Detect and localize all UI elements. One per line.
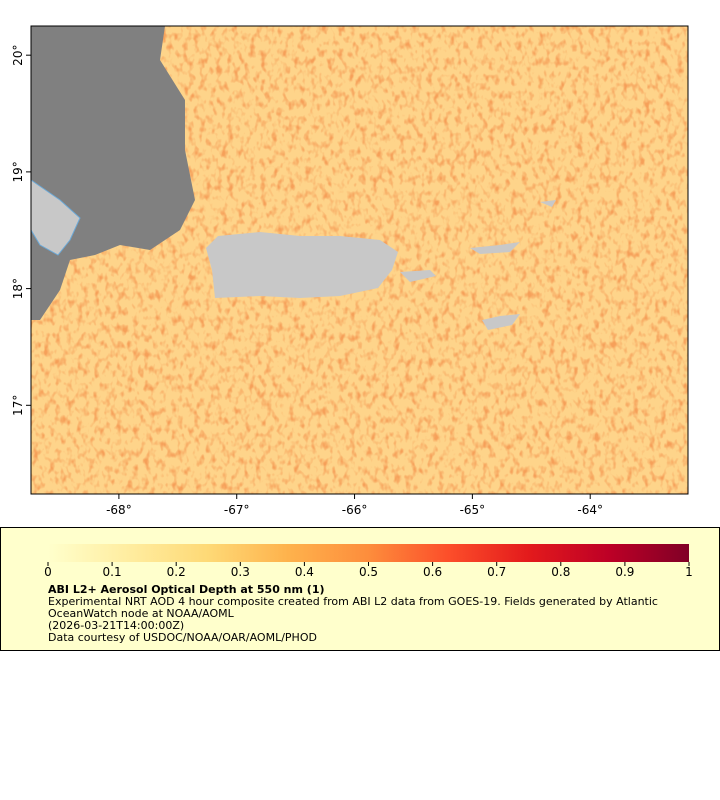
x-tick-label: -68° <box>106 503 132 517</box>
colorbar-tick-label: 0.3 <box>231 565 250 579</box>
land <box>400 270 436 282</box>
colorbar-tick-label: 0.5 <box>359 565 378 579</box>
legend-credit: Data courtesy of USDOC/NOAA/OAR/AOML/PHO… <box>48 631 317 644</box>
legend-title: ABI L2+ Aerosol Optical Depth at 550 nm … <box>48 583 325 596</box>
x-tick-label: -65° <box>460 503 486 517</box>
land <box>470 242 520 254</box>
y-tick-label: 19° <box>11 161 25 182</box>
colorbar-tick-label: 0 <box>44 565 52 579</box>
map-frame <box>30 25 689 495</box>
colorbar-tick-label: 0.8 <box>551 565 570 579</box>
no-data-area <box>31 26 195 320</box>
map: -68° -67° -66° -65° -64° 17° 18° 19° 20° <box>11 25 689 517</box>
land <box>30 179 81 256</box>
y-tick-label: 17° <box>11 395 25 416</box>
land <box>482 314 520 330</box>
legend-description: Experimental NRT AOD 4 hour composite cr… <box>48 595 658 620</box>
legend-date: (2026-03-21T14:00:00Z) <box>48 619 185 632</box>
colorbar-tick-label: 0.1 <box>103 565 122 579</box>
y-tick-label: 18° <box>11 278 25 299</box>
colorbar-tick-label: 0.9 <box>615 565 634 579</box>
land <box>540 200 556 207</box>
colorbar-tick-label: 0.7 <box>487 565 506 579</box>
legend: 0 0.1 0.2 0.3 0.4 0.5 0.6 0.7 0.8 0.9 1 ABI L2+ Ae… <box>0 527 720 651</box>
land <box>206 232 398 298</box>
x-tick-label: -66° <box>342 503 368 517</box>
colorbar: 0 0.1 0.2 0.3 0.4 0.5 0.6 0.7 0.8 0.9 1 <box>44 544 693 579</box>
colorbar-tick-label: 0.4 <box>295 565 314 579</box>
colorbar-tick-label: 1 <box>685 565 693 579</box>
colorbar-ramp <box>48 544 689 562</box>
x-tick-label: -64° <box>577 503 603 517</box>
colorbar-tick-label: 0.2 <box>167 565 186 579</box>
x-tick-label: -67° <box>224 503 250 517</box>
y-tick-label: 20° <box>11 45 25 66</box>
colorbar-tick-label: 0.6 <box>423 565 442 579</box>
